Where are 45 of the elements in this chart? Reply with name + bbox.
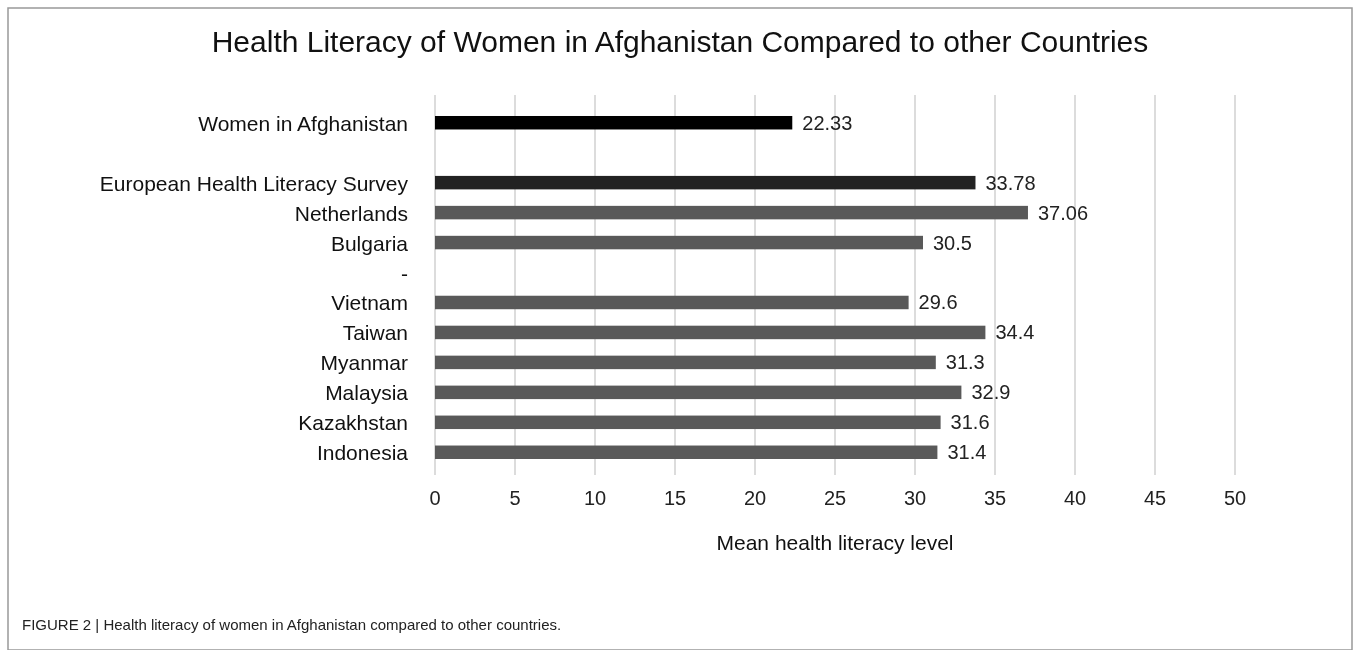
x-tick-label: 45 [1143, 487, 1167, 509]
data-label: 29.6 [918, 291, 958, 314]
y-tick-label: Vietnam [331, 291, 408, 315]
x-tick-label: 5 [509, 487, 521, 509]
data-label: 31.3 [945, 351, 985, 374]
x-tick-label: 0 [429, 487, 441, 509]
y-tick-label: European Health Literacy Survey [99, 171, 409, 195]
x-tick-label: 20 [743, 487, 767, 509]
data-label: 32.9 [971, 381, 1011, 404]
x-tick-label: 35 [983, 487, 1007, 509]
bar [435, 415, 941, 430]
caption: FIGURE 2 | Health literacy of women in Afghanistan compared to other countries. [22, 616, 562, 633]
bar [435, 385, 962, 400]
data-label: 30.5 [933, 231, 972, 254]
y-tick-label: Bulgaria [330, 231, 409, 255]
data-label: 31.4 [947, 441, 987, 464]
bar [435, 445, 938, 460]
data-label: 37.06 [1037, 201, 1089, 224]
y-tick-label: Myanmar [320, 351, 408, 375]
bar [435, 175, 976, 190]
x-tick-label: 40 [1063, 487, 1087, 509]
y-tick-label: Malaysia [325, 381, 409, 405]
y-tick-label: Kazakhstan [298, 411, 408, 435]
bar [435, 115, 793, 130]
x-tick-label: 15 [663, 487, 687, 509]
y-tick-label: - [401, 261, 408, 285]
bar [435, 295, 909, 310]
x-tick-label: 30 [903, 487, 927, 509]
bar [435, 355, 936, 370]
x-tick-label: 10 [583, 487, 607, 509]
chart-title: Health Literacy of Women in Afghanistan Compared to other Countries [211, 25, 1149, 58]
data-label: 22.33 [802, 111, 853, 134]
y-tick-label: Taiwan [342, 321, 408, 345]
data-label: 33.78 [985, 171, 1036, 194]
bar [435, 235, 923, 250]
y-tick-label: Netherlands [294, 201, 408, 225]
x-tick-label: 50 [1223, 487, 1247, 509]
y-tick-label: Indonesia [316, 441, 409, 465]
data-label: 34.4 [995, 321, 1035, 344]
x-axis-title: Mean health literacy level [716, 531, 954, 554]
y-tick-label: Women in Afghanistan [198, 111, 408, 135]
bar [435, 205, 1028, 220]
x-tick-label: 25 [823, 487, 847, 509]
bar [435, 325, 986, 340]
data-label: 31.6 [950, 411, 990, 434]
